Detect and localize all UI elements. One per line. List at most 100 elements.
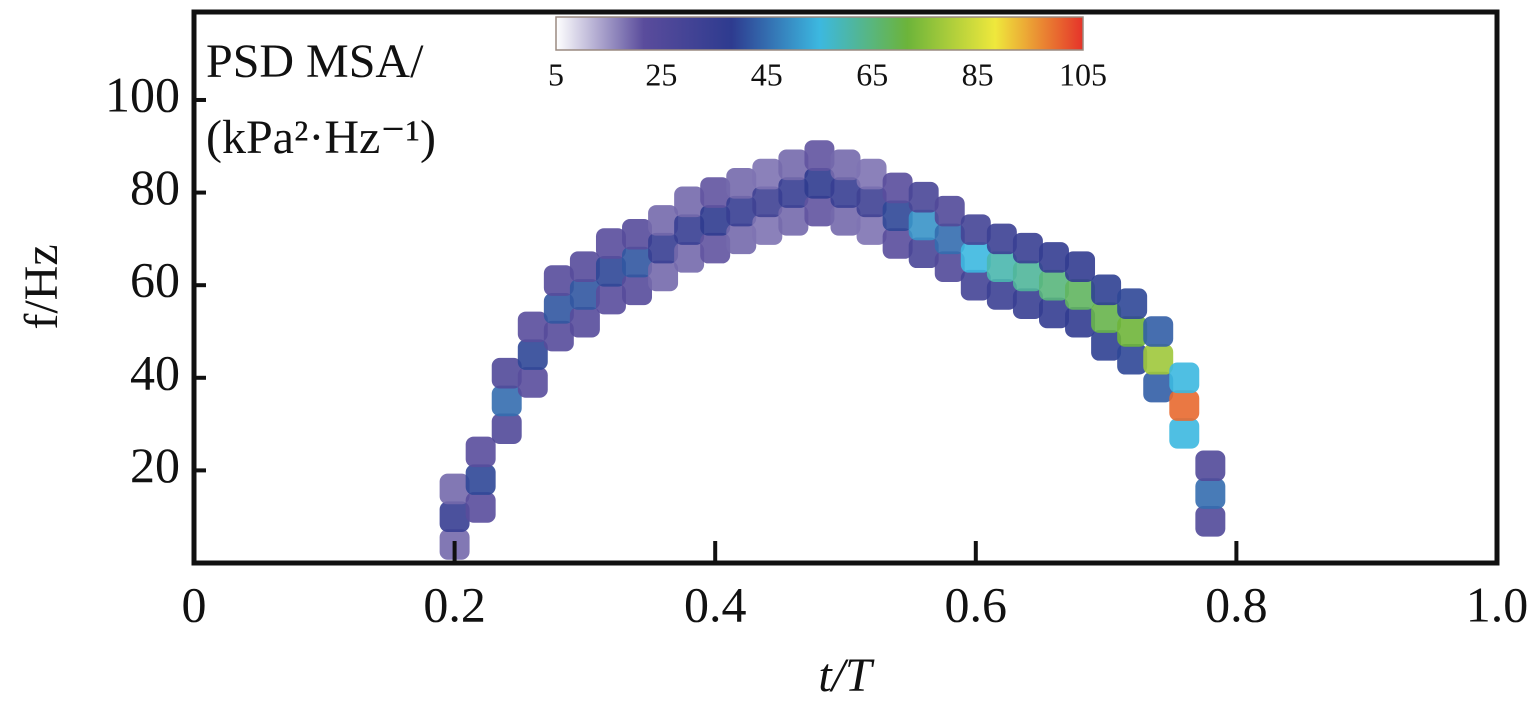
colorbar-tick-label: 65: [856, 56, 888, 92]
colorbar-tick-label: 5: [548, 56, 564, 92]
colorbar-tick-label: 25: [645, 56, 677, 92]
heatmap-cell: [595, 228, 626, 259]
heatmap-cell: [1117, 343, 1148, 375]
y-tick-label: 60: [130, 252, 180, 308]
heatmap-cell: [543, 265, 574, 296]
heatmap-cell: [960, 242, 991, 273]
heatmap-cell: [830, 149, 861, 181]
heatmap-cell: [934, 223, 965, 255]
heatmap-cell: [700, 177, 731, 208]
heatmap-cell: [700, 205, 731, 236]
colorbar-title: (kPa²·Hz⁻¹): [206, 111, 436, 164]
heatmap-cell: [1091, 274, 1122, 306]
heatmap-cell: [1195, 450, 1226, 482]
heatmap-cell: [778, 149, 809, 181]
x-tick-label: 0.2: [423, 576, 486, 632]
x-tick-label: 0.6: [945, 576, 1008, 632]
heatmap-cell: [674, 242, 705, 273]
heatmap-cell: [960, 269, 991, 301]
heatmap-cell: [648, 205, 679, 236]
heatmap-cell: [674, 186, 705, 218]
heatmap-cell: [1065, 251, 1096, 282]
heatmap-cell: [804, 168, 835, 199]
x-axis-label: t/T: [818, 649, 875, 702]
x-tick-label: 0.4: [684, 576, 747, 632]
heatmap-cell: [517, 311, 548, 343]
heatmap-cell: [674, 214, 705, 245]
heatmap-cell: [778, 205, 809, 236]
heatmap-cell: [1169, 418, 1200, 449]
heatmap-cell: [804, 140, 835, 171]
heatmap-cell: [1091, 302, 1122, 333]
heatmap-cell: [439, 501, 470, 532]
heatmap-cell: [908, 181, 939, 213]
heatmap-cell: [882, 228, 913, 259]
heatmap-cell: [1195, 478, 1226, 509]
heatmap-cell: [569, 306, 600, 338]
colorbar-tick-label: 45: [751, 56, 783, 92]
heatmap-cell: [491, 413, 522, 445]
heatmap-cell: [1012, 232, 1043, 264]
heatmap-cell: [986, 279, 1017, 310]
heatmap-cell: [465, 464, 496, 495]
heatmap-cell: [622, 246, 653, 278]
colorbar-tick-label: 85: [962, 56, 994, 92]
heatmap-cell: [726, 195, 757, 227]
heatmap: [439, 140, 1226, 560]
x-tick-label: 0.8: [1205, 576, 1268, 632]
heatmap-cell: [700, 232, 731, 264]
heatmap-cell: [986, 223, 1017, 255]
heatmap-cell: [960, 214, 991, 245]
x-tick-label: 1.0: [1466, 576, 1529, 632]
heatmap-cell: [830, 177, 861, 208]
y-tick-label: 40: [130, 344, 180, 400]
heatmap-cell: [517, 367, 548, 398]
heatmap-cell: [1143, 371, 1174, 403]
heatmap-cell: [934, 251, 965, 282]
heatmap-cell: [1143, 316, 1174, 347]
heatmap-cell: [804, 195, 835, 227]
plot-frame: [191, 9, 1500, 566]
heatmap-cell: [1091, 330, 1122, 361]
heatmap-cell: [648, 260, 679, 292]
heatmap-cell: [752, 158, 783, 190]
colorbar: [555, 16, 1084, 51]
colorbar-title: PSD MSA/: [206, 35, 424, 88]
heatmap-cell: [1169, 390, 1200, 421]
heatmap-cell: [908, 209, 939, 241]
heatmap-cell: [908, 237, 939, 269]
heatmap-cell: [1038, 242, 1069, 273]
heatmap-cell: [622, 218, 653, 250]
heatmap-cell: [856, 158, 887, 190]
heatmap-cell: [856, 186, 887, 218]
heatmap-cell: [1065, 306, 1096, 338]
x-tick-label: 0: [182, 576, 207, 632]
heatmap-cell: [1012, 260, 1043, 292]
heatmap-cell: [648, 232, 679, 264]
heatmap-cell: [752, 186, 783, 218]
heatmap-cell: [1038, 269, 1069, 301]
heatmap-cell: [856, 214, 887, 245]
heatmap-cell: [595, 283, 626, 315]
heatmap-cell: [569, 279, 600, 310]
heatmap-cell: [491, 357, 522, 389]
heatmap-cell: [543, 293, 574, 324]
y-tick-label: 80: [130, 159, 180, 215]
heatmap-cell: [778, 177, 809, 208]
heatmap-cell: [595, 256, 626, 287]
y-tick-label: 20: [130, 437, 180, 493]
heatmap-cell: [1038, 297, 1069, 329]
heatmap-cell: [726, 223, 757, 255]
heatmap-cell: [986, 251, 1017, 282]
heatmap-cell: [439, 473, 470, 505]
heatmap-cell: [934, 195, 965, 227]
heatmap-cell: [1169, 362, 1200, 394]
y-tick-label: 100: [105, 66, 180, 122]
heatmap-cell: [517, 339, 548, 370]
heatmap-cell: [1117, 288, 1148, 319]
heatmap-cell: [1065, 279, 1096, 310]
heatmap-cell: [622, 274, 653, 306]
heatmap-cell: [882, 200, 913, 232]
heatmap-cell: [1195, 506, 1226, 537]
